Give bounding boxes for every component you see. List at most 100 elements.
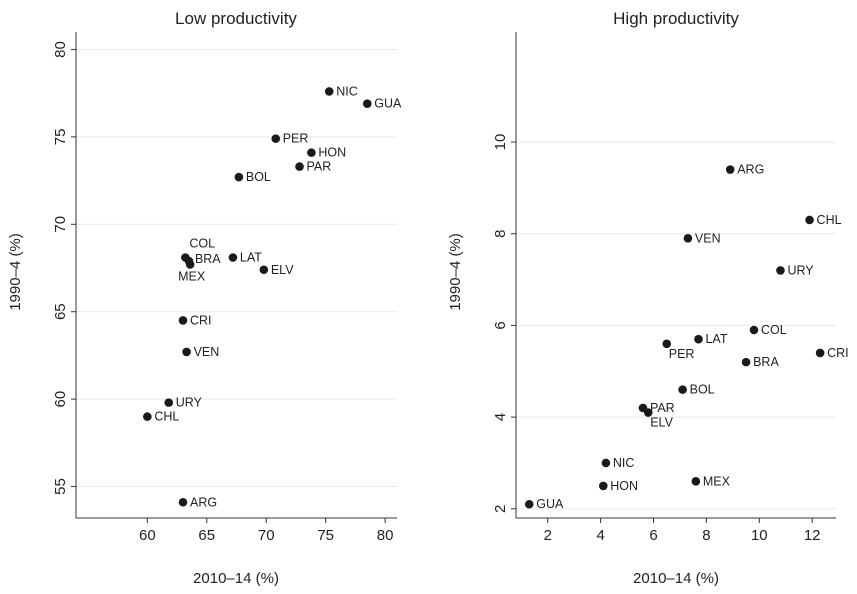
high-productivity-point-label-bol: BOL (690, 383, 715, 397)
high-productivity-point-label-elv: ELV (650, 416, 673, 430)
low-productivity-point-hon (307, 148, 316, 157)
high-productivity-y-axis-label: 1990–4 (%) (447, 233, 464, 311)
low-productivity-y-tick-label: 60 (52, 391, 69, 408)
low-productivity-point-label-nic: NIC (336, 84, 358, 98)
high-productivity-point-label-gua: GUA (536, 497, 564, 511)
low-productivity-point-lat (228, 253, 238, 262)
high-productivity-point-label-arg: ARG (737, 163, 764, 177)
low-productivity-point-mex (185, 260, 195, 269)
low-productivity-point-label-bol: BOL (246, 170, 271, 184)
high-productivity-y-tick-label: 8 (492, 230, 509, 238)
high-productivity-point-label-hon: HON (610, 479, 638, 493)
low-productivity-panel: Low productivity 2010–14 (%) 1990–4 (%) … (7, 9, 402, 587)
low-productivity-point-label-par: PAR (307, 160, 332, 174)
high-productivity-point-label-ury: URY (787, 263, 814, 277)
low-productivity-point-cri (178, 316, 188, 325)
low-productivity-point-label-ury: URY (176, 396, 203, 410)
low-productivity-point-par (295, 162, 304, 171)
low-productivity-title: Low productivity (175, 9, 297, 28)
high-productivity-point-ury (776, 266, 785, 275)
high-productivity-point-bra (741, 357, 751, 367)
low-productivity-point-chl (143, 412, 152, 421)
high-productivity-point-gua (524, 499, 534, 509)
high-productivity-grid (516, 141, 836, 510)
high-productivity-axes (515, 32, 836, 519)
high-productivity-x-tick-label: 6 (649, 527, 657, 544)
high-productivity-point-label-par: PAR (650, 401, 675, 415)
low-productivity-point-per (271, 134, 281, 143)
high-productivity-point-label-ven: VEN (695, 231, 721, 245)
high-productivity-point-label-mex: MEX (703, 474, 731, 488)
low-productivity-grid (76, 48, 397, 488)
low-productivity-point-label-mex: MEX (178, 270, 206, 284)
low-productivity-point-label-hon: HON (318, 146, 346, 160)
high-productivity-point-label-nic: NIC (613, 456, 635, 470)
high-productivity-x-tick-label: 12 (804, 527, 821, 544)
low-productivity-y-tick-label: 70 (52, 216, 69, 233)
high-productivity-point-lat (694, 334, 703, 344)
high-productivity-x-tick-label: 4 (596, 527, 604, 544)
low-productivity-point-label-arg: ARG (190, 495, 217, 509)
high-productivity-point-cri (815, 348, 825, 358)
low-productivity-point-nic (324, 87, 334, 96)
low-productivity-y-tick-label: 80 (52, 41, 69, 58)
high-productivity-x-tick-label: 2 (544, 527, 552, 544)
low-productivity-x-tick-label: 70 (258, 527, 275, 544)
high-productivity-point-label-cri: CRI (827, 346, 849, 360)
low-productivity-point-label-gua: GUA (374, 97, 402, 111)
low-productivity-point-label-per: PER (283, 132, 309, 146)
low-productivity-x-axis-label: 2010–14 (%) (193, 570, 279, 587)
high-productivity-y-tick-label: 4 (492, 413, 509, 421)
high-productivity-point-hon (598, 481, 608, 491)
low-productivity-point-label-bra: BRA (195, 252, 221, 266)
low-productivity-point-ven (182, 347, 191, 357)
high-productivity-x-axis-label: 2010–14 (%) (633, 570, 719, 587)
low-productivity-point-label-cri: CRI (190, 313, 212, 327)
high-productivity-title: High productivity (613, 9, 739, 28)
low-productivity-y-tick-label: 75 (52, 129, 69, 146)
low-productivity-y-axis-label: 1990–4 (%) (7, 233, 24, 311)
high-productivity-y-tick-label: 6 (492, 321, 509, 329)
high-productivity-point-ven (683, 234, 693, 243)
low-productivity-point-label-ven: VEN (194, 345, 220, 359)
low-productivity-point-ury (164, 398, 174, 407)
high-productivity-ticks: 2 4 6 8 10 12 2 4 6 8 10 (492, 134, 821, 544)
low-productivity-point-bol (234, 172, 244, 182)
low-productivity-point-label-chl: CHL (154, 410, 179, 424)
high-productivity-point-mex (691, 477, 701, 486)
low-productivity-point-elv (259, 265, 269, 275)
high-productivity-point-nic (601, 458, 611, 468)
low-productivity-y-tick-label: 55 (52, 478, 69, 495)
low-productivity-x-tick-label: 65 (198, 527, 215, 544)
high-productivity-point-elv (643, 408, 653, 417)
high-productivity-point-bol (678, 385, 687, 394)
high-productivity-x-tick-label: 8 (702, 527, 710, 544)
low-productivity-y-tick-label: 65 (52, 303, 69, 320)
high-productivity-point-arg (725, 165, 735, 174)
high-productivity-point-per (662, 339, 672, 349)
low-productivity-x-tick-label: 75 (317, 527, 334, 544)
low-productivity-ticks: 60 65 70 75 80 55 60 65 70 75 80 (52, 41, 393, 544)
high-productivity-y-tick-label: 2 (492, 505, 509, 513)
low-productivity-axes (75, 32, 397, 519)
high-productivity-y-tick-label: 10 (492, 134, 509, 151)
high-productivity-point-label-col: COL (761, 323, 787, 337)
low-productivity-point-label-elv: ELV (271, 263, 294, 277)
low-productivity-point-label-lat: LAT (240, 251, 262, 265)
high-productivity-x-tick-label: 10 (751, 527, 768, 544)
high-productivity-point-chl (805, 215, 814, 225)
low-productivity-x-tick-label: 80 (377, 527, 394, 544)
high-productivity-point-label-bra: BRA (753, 355, 779, 369)
low-productivity-point-gua (362, 99, 372, 108)
low-productivity-x-tick-label: 60 (139, 527, 156, 544)
high-productivity-point-col (749, 325, 759, 335)
high-productivity-point-label-chl: CHL (817, 213, 842, 227)
low-productivity-point-arg (178, 497, 188, 507)
high-productivity-panel: High productivity 2010–14 (%) 1990–4 (%)… (447, 9, 849, 587)
high-productivity-point-label-lat: LAT (705, 332, 727, 346)
low-productivity-point-label-col: COL (189, 237, 215, 251)
